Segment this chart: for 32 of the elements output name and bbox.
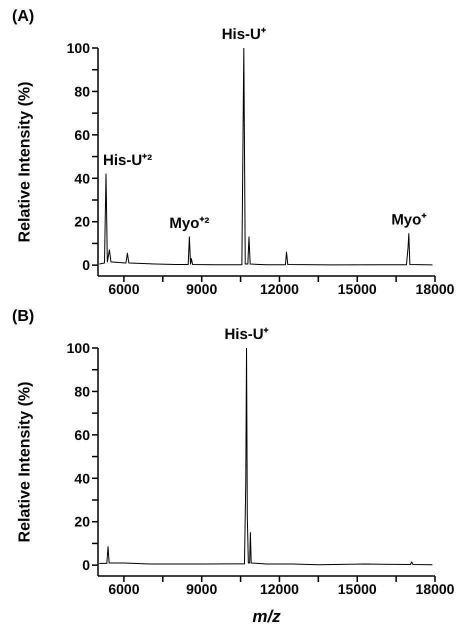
annotation: His-U⁺² (103, 152, 152, 169)
annotation: Myo⁺ (391, 212, 426, 229)
chart-title: (A) (12, 8, 34, 26)
y-tick-label: 80 (74, 83, 90, 100)
x-tick-label: 18000 (416, 580, 455, 597)
y-tick-label: 40 (74, 170, 90, 186)
x-tick-label: 6000 (108, 280, 140, 297)
y-tick-label: 0 (82, 557, 90, 574)
y-tick-label: 20 (74, 514, 90, 530)
y-tick-label: 40 (74, 470, 90, 486)
y-tick-label: 0 (82, 257, 90, 274)
y-tick-label: 20 (74, 214, 90, 230)
x-tick-label: 12000 (260, 580, 300, 597)
y-tick-label: 60 (74, 426, 90, 443)
x-tick-label: 9000 (186, 580, 218, 597)
annotation: His-U⁺ (222, 26, 266, 43)
x-axis-title: m/z (252, 607, 282, 626)
y-axis-title: Relative Intensity (%) (16, 82, 34, 242)
x-tick-label: 15000 (338, 580, 377, 597)
annotation: Myo⁺² (169, 214, 210, 232)
x-tick-label: 6000 (108, 580, 140, 597)
x-tick-label: 12000 (260, 280, 300, 297)
x-tick-label: 15000 (338, 280, 377, 297)
y-tick-label: 100 (66, 40, 90, 56)
annotation: His-U⁺ (224, 326, 269, 343)
y-tick-label: 80 (74, 383, 90, 400)
x-tick-label: 18000 (416, 280, 455, 297)
x-tick-label: 9000 (186, 280, 218, 297)
y-tick-label: 60 (74, 126, 90, 143)
y-tick-label: 100 (66, 340, 90, 356)
y-axis-title: Relative Intensity (%) (16, 382, 34, 542)
chart-title: (B) (12, 308, 34, 326)
